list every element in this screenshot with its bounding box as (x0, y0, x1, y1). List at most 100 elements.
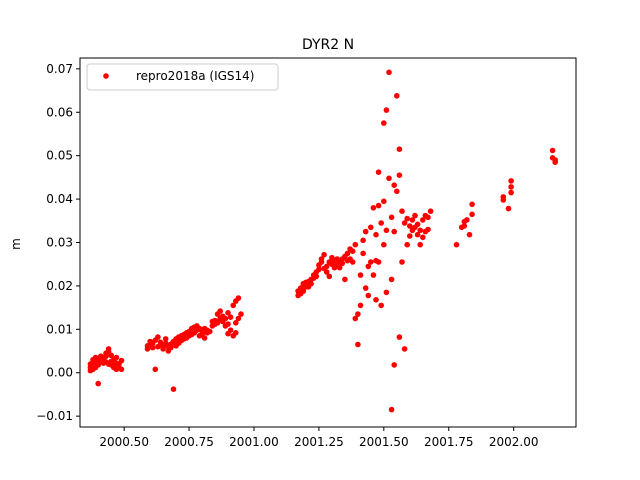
y-tick-label: 0.00 (46, 366, 73, 380)
data-point (373, 231, 379, 238)
data-point (201, 335, 208, 341)
data-point (316, 266, 322, 273)
data-point (386, 175, 392, 182)
data-point (149, 344, 156, 351)
y-axis-ticks: −0.01 0.00 0.01 0.02 0.03 0.04 0.05 0.06 0.07 (36, 62, 80, 423)
data-point (388, 214, 395, 221)
data-point (425, 226, 431, 233)
data-point (225, 321, 231, 327)
data-point (378, 302, 385, 309)
y-tick-label: −0.01 (36, 409, 73, 423)
data-point (399, 208, 405, 214)
data-points (87, 69, 558, 413)
data-point (420, 217, 426, 223)
data-point (552, 157, 558, 163)
data-point (336, 264, 343, 271)
data-point (469, 201, 475, 208)
x-tick-label: 2000.75 (164, 435, 214, 449)
data-point (401, 220, 408, 226)
data-point (383, 107, 390, 113)
data-point (118, 357, 125, 364)
data-point (500, 194, 507, 200)
data-point (409, 217, 416, 223)
data-point (362, 228, 369, 235)
data-point (508, 178, 514, 184)
data-point (396, 334, 403, 340)
data-point (381, 198, 387, 205)
data-point (396, 146, 403, 152)
data-point (321, 251, 327, 258)
data-point (404, 215, 411, 222)
data-point (414, 221, 421, 228)
data-point (113, 354, 120, 361)
data-point (352, 241, 359, 248)
legend-box (86, 63, 279, 91)
data-point (308, 280, 314, 287)
data-point (375, 202, 382, 209)
x-tick-label: 2001.75 (424, 435, 474, 449)
data-point (427, 208, 434, 214)
y-tick-label: 0.03 (46, 236, 73, 250)
x-tick-label: 2000.50 (99, 435, 149, 449)
y-tick-label: 0.05 (46, 149, 73, 163)
data-point (412, 212, 418, 219)
data-point (407, 233, 413, 239)
data-point (326, 273, 333, 280)
data-point (207, 328, 213, 335)
data-point (95, 380, 101, 387)
data-point (368, 224, 374, 231)
x-tick-label: 2002.00 (489, 435, 539, 449)
data-point (401, 346, 408, 352)
x-tick-label: 2001.25 (294, 435, 344, 449)
data-point (118, 366, 125, 373)
data-point (217, 308, 223, 314)
data-point (381, 120, 387, 126)
data-point (365, 292, 372, 299)
data-point (313, 273, 320, 280)
data-point (352, 315, 359, 322)
y-tick-label: 0.04 (46, 192, 73, 206)
data-point (357, 272, 364, 278)
data-point (98, 359, 104, 365)
data-point (323, 269, 330, 275)
data-point (362, 285, 369, 291)
data-point (235, 295, 242, 301)
data-point (222, 315, 229, 322)
data-point (227, 327, 234, 334)
data-point (170, 386, 177, 393)
data-point (466, 231, 473, 238)
data-point (508, 189, 514, 196)
x-tick-label: 2001.00 (229, 435, 279, 449)
data-point (370, 205, 377, 211)
data-point (373, 257, 379, 264)
data-point (378, 220, 385, 226)
data-point (360, 237, 366, 244)
data-point (388, 276, 395, 283)
data-point (238, 311, 244, 317)
data-point (349, 248, 356, 254)
data-point (355, 311, 361, 317)
data-point (391, 182, 398, 188)
legend-label: repro2018a (IGS14) (136, 69, 254, 83)
data-point (318, 259, 325, 265)
data-point (414, 231, 421, 238)
data-point (417, 227, 424, 234)
data-point (235, 315, 242, 322)
legend-marker (103, 73, 109, 79)
data-point (108, 352, 114, 359)
data-point (365, 263, 372, 270)
data-point (323, 263, 330, 270)
plot-frame (79, 57, 577, 428)
chart-title: DYR2 N (302, 37, 354, 53)
y-tick-label: 0.01 (46, 322, 73, 336)
data-point (111, 362, 117, 368)
x-tick-label: 2001.50 (359, 435, 409, 449)
data-point (399, 259, 405, 265)
data-point (370, 272, 377, 278)
data-point (233, 320, 239, 326)
data-point (344, 250, 351, 257)
data-point (349, 259, 356, 265)
data-point (339, 260, 346, 267)
data-point (420, 234, 426, 241)
data-point (383, 227, 390, 234)
